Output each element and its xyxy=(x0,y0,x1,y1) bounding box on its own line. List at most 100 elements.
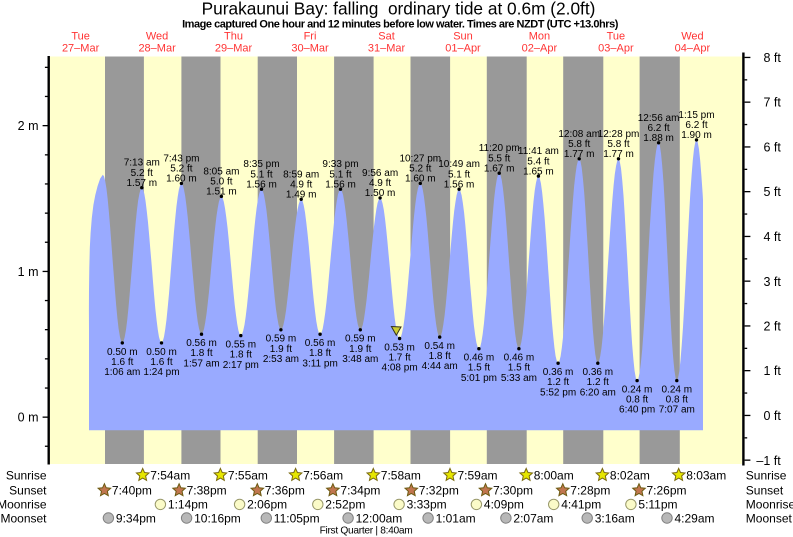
svg-text:1.6 ft: 1.6 ft xyxy=(111,357,133,368)
svg-text:4:44 am: 4:44 am xyxy=(422,361,458,372)
svg-text:Tue: Tue xyxy=(71,30,90,42)
svg-text:1:01am: 1:01am xyxy=(436,511,476,525)
svg-text:7:43 pm: 7:43 pm xyxy=(163,153,199,164)
svg-text:8:02am: 8:02am xyxy=(610,468,650,482)
svg-text:3 ft: 3 ft xyxy=(764,275,782,289)
svg-text:1.77 m: 1.77 m xyxy=(564,149,595,160)
svg-text:Wed: Wed xyxy=(146,30,168,42)
svg-text:1:24 pm: 1:24 pm xyxy=(143,367,179,378)
svg-text:4:29am: 4:29am xyxy=(675,511,715,525)
svg-text:4.9 ft: 4.9 ft xyxy=(369,178,391,189)
svg-text:10:16pm: 10:16pm xyxy=(194,511,241,525)
svg-text:1:14pm: 1:14pm xyxy=(168,498,208,512)
svg-text:0.53 m: 0.53 m xyxy=(384,342,415,353)
svg-text:4:08 pm: 4:08 pm xyxy=(382,363,418,374)
svg-text:9:34pm: 9:34pm xyxy=(116,511,156,525)
svg-text:0.59 m: 0.59 m xyxy=(266,334,297,345)
svg-text:1.2 ft: 1.2 ft xyxy=(587,377,609,388)
svg-text:04–Apr: 04–Apr xyxy=(675,43,711,55)
svg-text:5.1 ft: 5.1 ft xyxy=(329,169,351,180)
svg-text:Sunset: Sunset xyxy=(746,484,784,498)
svg-text:1.57 m: 1.57 m xyxy=(127,178,158,189)
svg-text:Moonset: Moonset xyxy=(746,511,793,525)
svg-text:Sunset: Sunset xyxy=(9,484,47,498)
svg-text:1.8 ft: 1.8 ft xyxy=(190,348,212,359)
svg-text:2:53 am: 2:53 am xyxy=(263,354,299,365)
svg-text:0.55 m: 0.55 m xyxy=(226,340,257,351)
svg-text:5 ft: 5 ft xyxy=(764,185,782,199)
svg-text:6 ft: 6 ft xyxy=(764,141,782,155)
svg-text:28–Mar: 28–Mar xyxy=(138,43,176,55)
svg-text:0.50 m: 0.50 m xyxy=(107,347,138,358)
svg-text:Image captured One hour and 12: Image captured One hour and 12 minutes b… xyxy=(182,18,619,30)
svg-text:5.0 ft: 5.0 ft xyxy=(210,177,232,188)
svg-text:5.2 ft: 5.2 ft xyxy=(409,164,431,175)
svg-text:1.56 m: 1.56 m xyxy=(444,179,475,190)
svg-text:0.54 m: 0.54 m xyxy=(424,341,455,352)
svg-text:7:28pm: 7:28pm xyxy=(570,484,610,498)
svg-text:6:40 pm: 6:40 pm xyxy=(619,405,655,416)
svg-text:7:34pm: 7:34pm xyxy=(340,484,380,498)
svg-text:0.46 m: 0.46 m xyxy=(504,353,535,364)
svg-text:1.60 m: 1.60 m xyxy=(405,174,436,185)
svg-text:5.1 ft: 5.1 ft xyxy=(250,169,272,180)
svg-text:2 ft: 2 ft xyxy=(764,320,782,334)
svg-text:4:41pm: 4:41pm xyxy=(561,498,601,512)
svg-text:5:52 pm: 5:52 pm xyxy=(540,387,576,398)
svg-text:0.36 m: 0.36 m xyxy=(583,367,614,378)
svg-text:5.8 ft: 5.8 ft xyxy=(607,139,629,150)
svg-text:Sunrise: Sunrise xyxy=(746,468,787,482)
svg-text:7:56am: 7:56am xyxy=(303,468,343,482)
svg-text:12:28 pm: 12:28 pm xyxy=(598,129,640,140)
svg-text:1.50 m: 1.50 m xyxy=(365,188,396,199)
svg-text:5.5 ft: 5.5 ft xyxy=(488,153,510,164)
svg-text:1.77 m: 1.77 m xyxy=(603,149,634,160)
svg-text:3:16am: 3:16am xyxy=(595,511,635,525)
svg-text:1.67 m: 1.67 m xyxy=(484,163,515,174)
svg-text:5:33 am: 5:33 am xyxy=(501,373,537,384)
svg-text:1.65 m: 1.65 m xyxy=(523,166,554,177)
svg-text:1.51 m: 1.51 m xyxy=(206,187,237,198)
svg-text:1.88 m: 1.88 m xyxy=(643,133,674,144)
svg-text:0.56 m: 0.56 m xyxy=(186,338,217,349)
svg-text:31–Mar: 31–Mar xyxy=(368,43,406,55)
svg-text:2:06pm: 2:06pm xyxy=(247,498,287,512)
svg-text:7:30pm: 7:30pm xyxy=(493,484,533,498)
svg-text:5.2 ft: 5.2 ft xyxy=(131,168,153,179)
svg-text:Sunrise: Sunrise xyxy=(6,468,47,482)
svg-text:5.2 ft: 5.2 ft xyxy=(170,164,192,175)
svg-text:7:54am: 7:54am xyxy=(150,468,190,482)
svg-text:4:09pm: 4:09pm xyxy=(484,498,524,512)
svg-text:1.90 m: 1.90 m xyxy=(681,130,712,141)
svg-text:8 ft: 8 ft xyxy=(764,51,782,65)
svg-text:1.8 ft: 1.8 ft xyxy=(309,348,331,359)
svg-text:5:11pm: 5:11pm xyxy=(638,498,677,512)
svg-text:3:11 pm: 3:11 pm xyxy=(302,358,337,369)
svg-text:7:55am: 7:55am xyxy=(228,468,268,482)
svg-text:1.6 ft: 1.6 ft xyxy=(150,357,172,368)
svg-text:1:57 am: 1:57 am xyxy=(183,358,219,369)
svg-text:10:49 am: 10:49 am xyxy=(438,159,480,170)
svg-text:Tue: Tue xyxy=(607,30,626,42)
svg-text:0.36 m: 0.36 m xyxy=(543,367,574,378)
svg-text:3:33pm: 3:33pm xyxy=(407,498,447,512)
svg-text:2 m: 2 m xyxy=(18,119,39,133)
svg-text:7:58am: 7:58am xyxy=(381,468,421,482)
svg-text:2:52pm: 2:52pm xyxy=(325,498,365,512)
svg-text:0.24 m: 0.24 m xyxy=(662,385,693,396)
svg-text:Moonrise: Moonrise xyxy=(0,498,47,512)
svg-text:3:48 am: 3:48 am xyxy=(342,354,378,365)
svg-text:12:00am: 12:00am xyxy=(356,511,403,525)
svg-text:1.5 ft: 1.5 ft xyxy=(508,363,530,374)
svg-text:5.4 ft: 5.4 ft xyxy=(527,156,549,167)
svg-text:Thu: Thu xyxy=(224,30,243,42)
svg-text:1.9 ft: 1.9 ft xyxy=(270,344,292,355)
svg-text:0.8 ft: 0.8 ft xyxy=(666,395,688,406)
svg-text:0 ft: 0 ft xyxy=(764,409,782,423)
svg-text:8:59 am: 8:59 am xyxy=(283,169,319,180)
svg-text:7:26pm: 7:26pm xyxy=(647,484,687,498)
svg-text:6.2 ft: 6.2 ft xyxy=(647,123,669,134)
svg-text:7:13 am: 7:13 am xyxy=(124,158,160,169)
svg-text:Purakaunui Bay: falling ordin: Purakaunui Bay: falling ordinary tide at… xyxy=(202,0,596,19)
svg-text:8:35 pm: 8:35 pm xyxy=(243,159,279,170)
